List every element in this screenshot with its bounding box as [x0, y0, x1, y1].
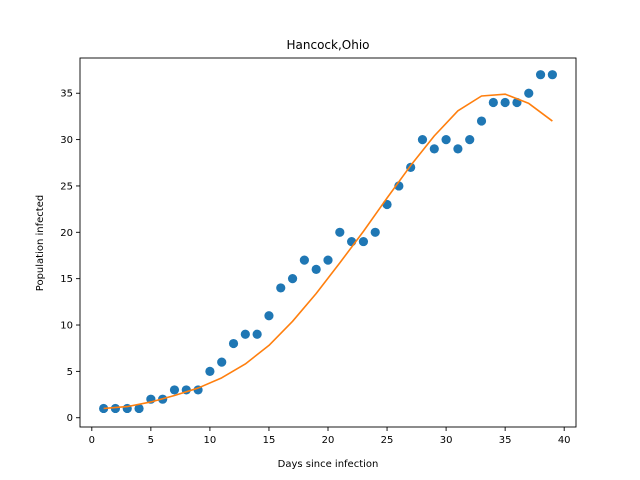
data-point: [217, 357, 227, 367]
data-point: [547, 70, 557, 80]
data-point: [441, 134, 451, 145]
x-tick-label: 25: [381, 435, 394, 446]
fit-line: [103, 93, 553, 410]
data-point: [453, 144, 463, 154]
data-point: [205, 366, 215, 376]
x-tick-label: 0: [89, 435, 95, 446]
data-point: [417, 134, 428, 145]
data-point: [110, 403, 121, 414]
data-point: [476, 116, 487, 126]
axes: 0 5 10 15 20 25 30 35 40 0 5 10 15 20 25 30 35: [60, 57, 577, 446]
y-tick-label: 5: [67, 367, 73, 378]
data-point: [465, 134, 475, 145]
y-tick-label: 35: [60, 89, 73, 100]
data-point: [99, 403, 109, 414]
y-tick-label: 25: [60, 181, 73, 192]
x-tick-label: 40: [558, 435, 571, 446]
x-tick-label: 35: [499, 435, 512, 446]
x-tick-label: 30: [440, 435, 453, 446]
data-point: [429, 144, 439, 154]
data-point: [252, 329, 262, 339]
data-point: [264, 311, 274, 321]
data-point: [169, 385, 180, 395]
data-point: [240, 329, 250, 339]
x-tick-label: 15: [263, 435, 276, 446]
data-point: [335, 227, 345, 237]
data-point: [287, 274, 298, 284]
chart-title: Hancock,Ohio: [286, 38, 369, 52]
data-point: [311, 264, 321, 274]
x-axis-label: Days since infection: [278, 459, 379, 470]
data-point: [228, 338, 239, 349]
x-tick-label: 5: [148, 435, 154, 446]
x-tick-label: 10: [204, 435, 217, 446]
y-tick-label: 30: [60, 135, 73, 146]
data-point: [276, 283, 286, 293]
data-point: [358, 236, 369, 247]
data-point: [500, 97, 510, 108]
data-point: [524, 88, 534, 98]
plot-area: [99, 70, 557, 414]
data-point: [134, 403, 144, 414]
y-tick-label: 15: [60, 274, 73, 285]
y-tick-label: 0: [67, 413, 73, 424]
data-point: [488, 97, 498, 108]
data-point: [299, 255, 309, 265]
data-point: [323, 255, 333, 265]
y-axis-label: Population infected: [35, 195, 46, 291]
data-point: [370, 227, 380, 237]
x-tick-label: 20: [322, 435, 335, 446]
data-point: [535, 70, 546, 80]
y-tick-label: 20: [60, 228, 73, 239]
y-tick-label: 10: [60, 321, 73, 332]
